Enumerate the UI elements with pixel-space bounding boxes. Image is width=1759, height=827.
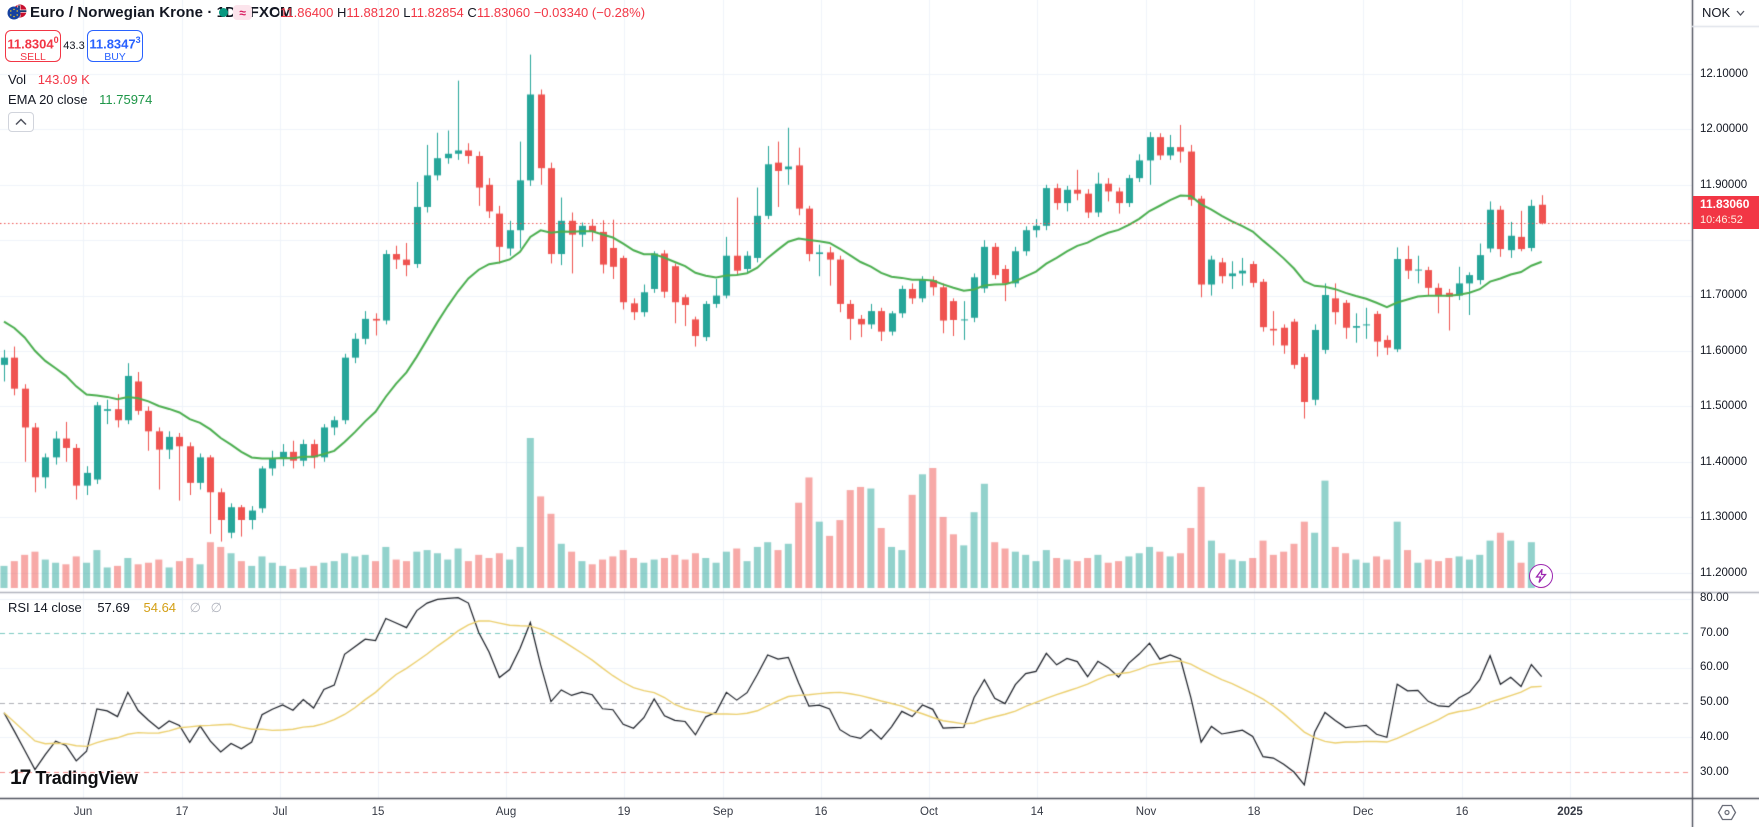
market-status-icon[interactable]	[219, 8, 228, 17]
time-axis-label: 2025	[1557, 806, 1583, 818]
bar-countdown: 10:46:52	[1700, 214, 1743, 226]
time-axis-label: Nov	[1135, 806, 1157, 818]
ema-label: EMA 20 close	[8, 92, 88, 107]
rsi-label: RSI 14 close	[8, 600, 82, 615]
rsi-axis-label: 40.00	[1700, 731, 1729, 743]
rsi-axis-label: 70.00	[1700, 627, 1729, 639]
ohlc-readout: O11.86400 H11.88120 L11.82854 C11.83060 …	[270, 5, 645, 20]
tradingview-mark-icon: 17	[10, 766, 31, 789]
buy-price: 11.8347	[89, 36, 136, 52]
spread-value: 43.3	[63, 40, 85, 52]
rsi-empty-values: ∅ ∅	[189, 600, 225, 615]
volume-label: Vol	[8, 72, 27, 87]
time-axis-label: 16	[814, 806, 828, 818]
time-axis-label: Jun	[73, 806, 93, 818]
time-axis-label: Jul	[272, 806, 288, 818]
high-label: H	[337, 5, 347, 20]
time-axis-label: 17	[175, 806, 189, 818]
price-axis-label: 11.90000	[1700, 179, 1748, 191]
time-axis-label: 18	[1247, 806, 1261, 818]
close-value: 11.83060	[476, 5, 531, 20]
sell-button[interactable]: 11.83040 SELL	[5, 30, 61, 64]
instrument-logo	[6, 3, 27, 21]
time-axis-label: 15	[371, 806, 385, 818]
buy-label: BUY	[104, 51, 126, 64]
close-label: C	[467, 5, 477, 20]
time-axis-label: 14	[1030, 806, 1044, 818]
open-value: 11.86400	[280, 5, 334, 20]
timezone-settings-button[interactable]	[1717, 804, 1737, 826]
volume-readout[interactable]: Vol 143.09 K	[8, 72, 90, 87]
rsi-readout[interactable]: RSI 14 close 57.69 54.64 ∅ ∅	[8, 600, 225, 616]
high-value: 11.88120	[346, 5, 400, 20]
tradingview-logo-text: TradingView	[35, 767, 138, 788]
volume-value: 143.09 K	[37, 72, 90, 87]
rsi-value: 57.69	[97, 600, 130, 615]
delayed-data-icon[interactable]: ≈	[233, 5, 252, 20]
ema-readout[interactable]: EMA 20 close 11.75974	[8, 92, 152, 107]
last-price-badge: 11.83060 10:46:52	[1693, 196, 1759, 229]
time-axis-label: 19	[617, 806, 631, 818]
rsi-axis-label: 60.00	[1700, 661, 1729, 673]
sell-price-sup: 0	[53, 35, 59, 45]
open-label: O	[270, 5, 281, 20]
price-axis-label: 11.40000	[1700, 456, 1748, 468]
sell-label: SELL	[20, 51, 46, 64]
time-axis-label: Sep	[712, 806, 734, 818]
currency-selector[interactable]: NOK	[1702, 5, 1745, 20]
tradingview-logo[interactable]: 17 TradingView	[10, 766, 138, 790]
hexagon-settings-icon	[1717, 804, 1737, 821]
chevron-down-icon	[1736, 10, 1745, 16]
collapse-panel-button[interactable]	[8, 112, 34, 132]
sell-price: 11.8304	[7, 36, 54, 52]
time-axis-label: Aug	[495, 806, 517, 818]
last-price-value: 11.83060	[1700, 197, 1750, 211]
change-value: −0.03340	[533, 5, 589, 20]
price-axis-label: 11.70000	[1700, 289, 1748, 301]
chevron-up-icon	[15, 118, 27, 126]
rsi-axis-label: 80.00	[1700, 592, 1729, 604]
buy-button[interactable]: 11.83473 BUY	[87, 30, 143, 64]
low-value: 11.82854	[410, 5, 464, 20]
time-axis-label: Dec	[1352, 806, 1374, 818]
price-axis-label: 11.50000	[1700, 400, 1748, 412]
time-axis-label: Oct	[920, 806, 938, 818]
rsi-axis-label: 30.00	[1700, 766, 1729, 778]
ema-value: 11.75974	[99, 92, 153, 107]
lightning-icon	[1535, 569, 1547, 583]
price-axis-label: 11.30000	[1700, 511, 1748, 523]
price-axis-label: 11.60000	[1700, 345, 1748, 357]
instant-trade-button[interactable]	[1529, 564, 1553, 588]
price-axis-label: 12.10000	[1700, 68, 1748, 80]
time-axis-label: 16	[1455, 806, 1469, 818]
symbol-title[interactable]: Euro / Norwegian Krone · 1D · FXCM	[30, 4, 293, 21]
rsi-ma-value: 54.64	[143, 600, 177, 615]
rsi-axis-label: 50.00	[1700, 696, 1729, 708]
change-percent: (−0.28%)	[591, 5, 646, 20]
buy-price-sup: 3	[135, 35, 141, 45]
price-axis-label: 12.00000	[1700, 123, 1748, 135]
price-axis-label: 11.20000	[1700, 567, 1748, 579]
low-label: L	[403, 5, 411, 20]
currency-label: NOK	[1702, 5, 1731, 20]
